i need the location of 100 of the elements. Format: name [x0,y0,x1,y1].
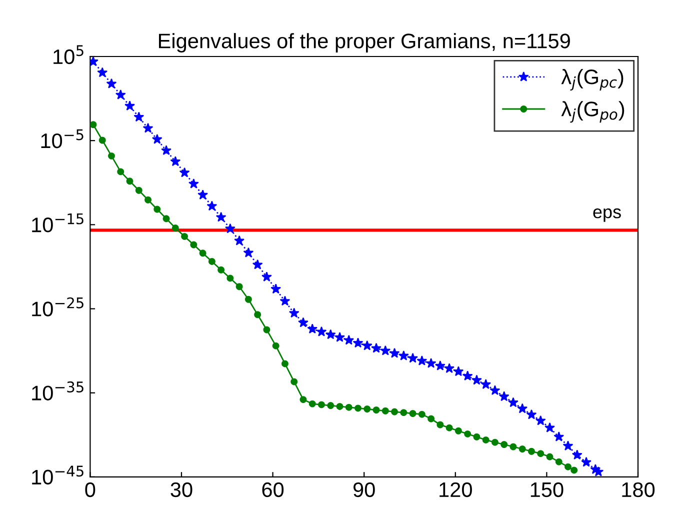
point [218,266,225,274]
point [554,431,564,442]
point [426,358,436,368]
point [518,446,526,452]
point [124,100,135,110]
point [418,410,426,418]
point [154,206,161,213]
point [572,450,582,460]
x-tick-label: 30 [170,482,192,498]
point [435,360,446,370]
x-tick-label: 90 [353,482,375,498]
point [263,326,270,334]
point [234,235,244,246]
point [270,284,282,294]
point [181,232,188,240]
point [389,348,400,358]
point [398,350,409,360]
point [555,458,562,466]
point [464,430,472,438]
point [243,247,254,258]
point [134,112,144,122]
point [108,152,115,160]
point [298,317,308,328]
point [199,250,206,257]
point [344,334,354,345]
y-tick-label: 10$^{5}$ [54,45,84,64]
point [453,366,464,376]
x-tick-label: 180 [622,482,655,498]
point [581,456,592,467]
point [500,441,508,448]
point [172,224,179,232]
legend-label: λ$_{j}$(G$_{pc}$) [561,69,624,91]
point [90,121,97,128]
point [188,178,199,188]
point [480,379,492,389]
point [354,404,362,412]
point [562,440,574,450]
point [382,407,389,414]
x-tick-label: 120 [440,482,472,498]
point [482,436,490,444]
y-tick-label: 10$^{−35}$ [32,381,84,400]
point [416,355,428,366]
point [162,215,170,222]
point [308,400,316,408]
point [135,186,142,194]
legend-label: λ$_{j}$(G$_{po}$) [561,101,624,123]
x-tick-label: 60 [262,482,284,498]
point [428,415,435,422]
point [161,145,172,155]
point [244,296,252,303]
point [537,450,544,458]
point [436,421,444,428]
point [490,385,500,395]
point [473,433,480,440]
point [318,401,325,408]
point [262,272,272,282]
point [570,466,578,474]
point [454,427,462,434]
point [117,168,124,176]
point [170,156,181,166]
point [126,178,134,185]
point [325,329,336,340]
point [528,448,535,455]
y-tick-label: 10$^{−5}$ [41,129,84,148]
point [409,410,416,417]
point [535,415,546,426]
point [152,134,162,144]
point [498,391,510,402]
point [236,283,243,290]
x-tick-label: 0 [85,482,96,498]
point [362,340,372,350]
x-tick-label: 150 [530,482,564,498]
point [334,332,345,342]
point [142,122,154,133]
point [316,326,327,336]
point [290,378,298,386]
point [190,241,198,248]
point [206,200,218,211]
point [444,363,454,373]
point [371,342,382,353]
point [546,453,554,460]
point [564,463,572,470]
point [208,258,216,265]
point [372,406,380,414]
y-tick-label: 10$^{−45}$ [32,466,84,485]
point [400,409,408,416]
ref-line-label: eps [593,208,621,222]
point [272,342,280,350]
point [254,311,262,318]
point [98,136,106,144]
point [115,90,126,100]
point [462,370,473,381]
point [380,345,391,356]
y-tick-label: 10$^{−25}$ [32,297,84,316]
point [281,360,288,368]
point [225,223,236,234]
point [288,308,300,318]
point [508,397,518,408]
point [544,422,555,432]
point [216,212,226,222]
